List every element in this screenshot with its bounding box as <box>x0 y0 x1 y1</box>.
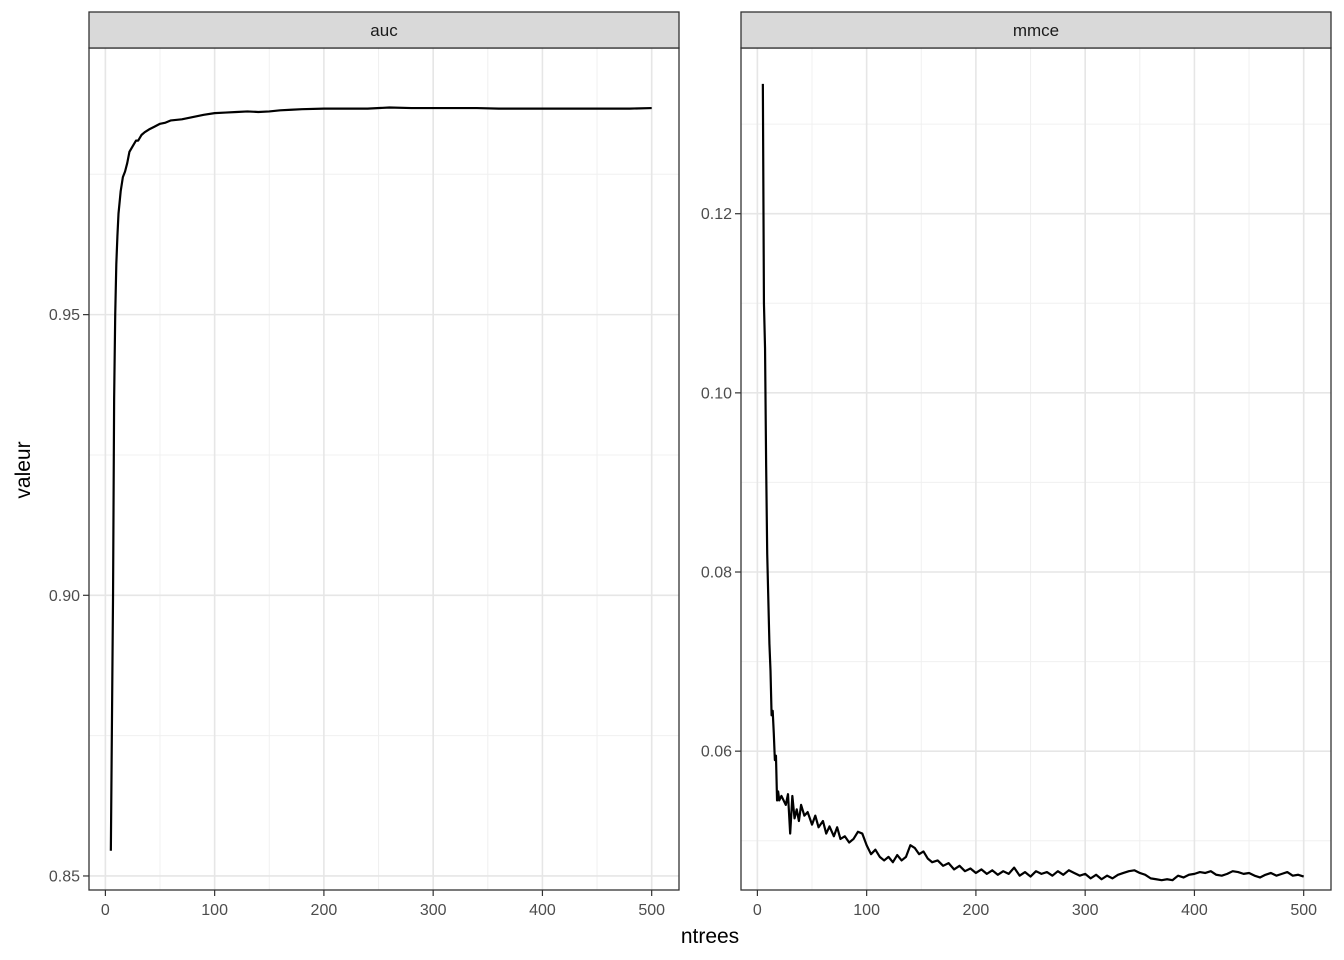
x-tick-label: 400 <box>1181 902 1208 919</box>
facet-strip <box>88 11 680 49</box>
x-tick-label: 100 <box>853 902 880 919</box>
x-tick-label: 300 <box>1072 902 1099 919</box>
panels-layer: auc 0 100 200 300 400 500 0.85 0.90 0.95 mmce 0 100 2… <box>49 11 1332 919</box>
facet-strip-label: mmce <box>1013 21 1059 40</box>
y-tick-label: 0.08 <box>701 565 732 582</box>
y-tick-label: 0.10 <box>701 385 732 402</box>
panel-background <box>741 48 1331 890</box>
x-tick-label: 500 <box>1290 902 1317 919</box>
x-tick-label: 200 <box>963 902 990 919</box>
y-tick-label: 0.90 <box>49 588 80 605</box>
panel-mmce: mmce 0 100 200 300 400 500 0.06 0.08 0.10 0.12 <box>701 11 1332 919</box>
y-tick-label: 0.95 <box>49 307 80 324</box>
x-tick-label: 400 <box>529 902 556 919</box>
x-tick-label: 200 <box>311 902 338 919</box>
x-tick-label: 500 <box>638 902 665 919</box>
y-tick-label: 0.12 <box>701 206 732 223</box>
panel-auc: auc 0 100 200 300 400 500 0.85 0.90 0.95 <box>49 11 680 919</box>
facet-strip <box>740 11 1332 49</box>
series-line-mmce <box>761 83 1305 882</box>
x-axis-title: ntrees <box>681 925 739 948</box>
y-tick-label: 0.06 <box>701 744 732 761</box>
panel-background <box>89 48 679 890</box>
x-tick-label: 0 <box>101 902 110 919</box>
x-tick-label: 300 <box>420 902 447 919</box>
y-tick-label: 0.85 <box>49 868 80 885</box>
x-tick-label: 0 <box>753 902 762 919</box>
facet-strip-label: auc <box>370 21 398 40</box>
x-tick-label: 100 <box>201 902 228 919</box>
y-axis-title: valeur <box>12 441 35 498</box>
series-line-auc <box>109 106 652 851</box>
